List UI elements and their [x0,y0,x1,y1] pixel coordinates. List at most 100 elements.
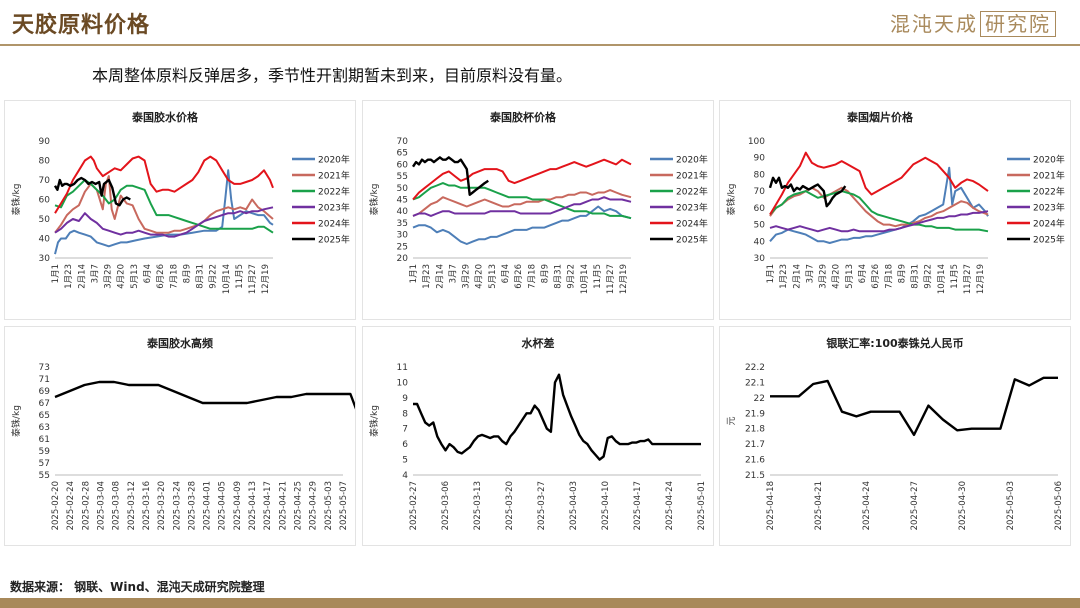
y-axis-label-latex: 泰铢/kg [10,184,22,216]
x-tick-label-cup-7: 6月4 [501,264,511,283]
series-line-sheet-0 [769,166,989,244]
source-note: 数据来源： 钢联、Wind、混沌天成研究院整理 [10,580,265,594]
x-tick-label-latex-5: 4月20 [117,264,127,289]
y-tick-label-spread-1: 5 [402,456,408,466]
x-tick-label-sheet-8: 6月26 [871,264,881,289]
chart-panel-fx: 银联汇率:100泰铢兑人民币元 21.5 21.6 21.7 21.8 21.9 22 22.… [719,326,1071,546]
legend-label-latex-5: 2025年 [318,234,350,246]
x-tick-label-latex_hf-3: 2025-03-04 [96,481,106,530]
x-tick-label-latex-3: 3月7 [90,264,100,283]
x-tick-label-latex_hf-0: 2025-02-20 [51,481,61,530]
x-tick-label-cup-5: 4月20 [475,264,485,289]
chart-title-fx: 银联汇率:100泰铢兑人民币 [826,336,963,350]
x-tick-label-cup-1: 1月23 [422,264,432,289]
x-tick-label-cup-8: 6月26 [514,264,524,289]
legend-label-sheet-4: 2024年 [1033,218,1065,230]
series-line-cup-2 [412,182,632,220]
x-tick-label-cup-10: 8月9 [540,264,550,283]
x-tick-label-sheet-13: 10月14 [937,264,947,294]
chart-title-spread: 水杯差 [522,336,555,350]
brand-boxed-name: 研究院 [980,11,1056,37]
chart-title-latex_hf: 泰国胶水高频 [146,336,213,350]
x-tick-label-latex_hf-5: 2025-03-12 [127,481,137,530]
x-tick-label-sheet-5: 4月20 [832,264,842,289]
y-tick-label-latex_hf-7: 69 [39,387,51,397]
y-tick-label-cup-9: 65 [397,149,408,159]
x-tick-label-latex_hf-19: 2025-05-07 [339,481,349,530]
x-tick-label-cup-0: 1月1 [409,264,419,283]
y-tick-label-latex-0: 30 [39,254,51,264]
x-tick-label-sheet-0: 1月1 [766,264,776,283]
y-tick-label-fx-7: 22.2 [745,363,765,373]
y-tick-label-cup-2: 30 [397,231,409,241]
y-tick-label-spread-0: 4 [402,471,408,481]
x-tick-label-spread-1: 2025-03-06 [441,481,451,530]
x-tick-label-sheet-3: 3月7 [805,264,815,283]
x-tick-label-latex-6: 5月13 [130,264,140,289]
x-tick-label-latex_hf-1: 2025-02-24 [66,481,76,530]
y-tick-label-spread-3: 7 [402,425,408,435]
x-tick-label-fx-1: 2025-04-21 [814,481,824,530]
x-tick-label-latex_hf-2: 2025-02-28 [81,481,91,530]
x-tick-label-sheet-2: 2月14 [792,264,802,289]
x-tick-label-spread-5: 2025-04-03 [569,481,579,530]
y-tick-label-latex-2: 50 [39,215,51,225]
legend-label-sheet-0: 2020年 [1033,154,1065,166]
x-tick-label-latex_hf-7: 2025-03-20 [157,481,167,530]
y-tick-label-sheet-2: 50 [754,221,766,231]
x-tick-label-cup-2: 2月14 [435,264,445,289]
y-axis-label-spread: 泰铢/kg [368,405,380,437]
y-tick-label-latex_hf-9: 73 [39,363,50,373]
x-tick-label-spread-2: 2025-03-13 [473,481,483,530]
y-tick-label-sheet-0: 30 [754,254,766,264]
chart-panel-latex: 泰国胶水价格 泰铢/kg 30 40 50 60 70 80 90 1月1 1月23 2月14 3月7 3… [4,100,356,320]
x-tick-label-sheet-4: 3月29 [819,264,829,289]
x-tick-label-fx-5: 2025-05-03 [1006,481,1016,530]
y-tick-label-sheet-3: 60 [754,204,766,214]
y-tick-label-latex-1: 40 [39,235,51,245]
y-tick-label-cup-6: 50 [397,184,409,194]
x-tick-label-fx-4: 2025-04-30 [958,481,968,530]
x-tick-label-spread-0: 2025-02-27 [409,481,419,530]
x-tick-label-fx-6: 2025-05-06 [1054,481,1064,530]
x-tick-label-fx-0: 2025-04-18 [766,481,776,530]
y-tick-label-latex_hf-3: 61 [39,435,50,445]
legend-label-cup-1: 2021年 [676,170,708,182]
chart-panel-sheet: 泰国烟片价格 泰铢/kg 30 40 50 60 70 80 90 100 1月1 1月23 2月14 3… [719,100,1071,320]
y-tick-label-spread-2: 6 [402,440,408,450]
series-line-fx [770,376,1058,437]
y-tick-label-cup-4: 40 [397,207,409,217]
bottom-bar [0,598,1080,608]
series-line-cup-4 [412,158,632,201]
x-tick-label-latex-2: 2月14 [77,264,87,289]
x-tick-label-latex_hf-13: 2025-04-13 [248,481,258,530]
summary-text: 本周整体原料反弹居多，季节性开割期暂未到来，目前原料没有量。 [92,66,573,85]
top-divider [0,44,1080,46]
x-tick-label-sheet-15: 11月27 [963,264,973,294]
series-line-sheet-5 [768,176,847,208]
y-tick-label-cup-0: 20 [397,254,409,264]
x-tick-label-cup-14: 11月5 [593,264,603,289]
x-tick-label-latex_hf-4: 2025-03-08 [112,481,122,530]
y-tick-label-cup-10: 70 [397,137,409,147]
legend-label-sheet-3: 2023年 [1033,202,1065,214]
y-tick-label-latex-6: 90 [39,137,51,147]
y-tick-label-latex_hf-8: 71 [39,375,50,385]
y-tick-label-spread-5: 9 [402,394,408,404]
y-tick-label-spread-6: 10 [397,378,409,388]
x-tick-label-spread-7: 2025-04-17 [633,481,643,530]
x-tick-label-sheet-14: 11月5 [950,264,960,289]
x-tick-label-cup-15: 11月27 [606,264,616,294]
y-tick-label-latex_hf-1: 57 [39,459,50,469]
x-tick-label-cup-9: 7月18 [527,264,537,289]
x-tick-label-spread-9: 2025-05-01 [697,481,707,530]
y-tick-label-cup-7: 55 [397,172,408,182]
x-tick-label-latex-4: 3月29 [104,264,114,289]
x-tick-label-fx-2: 2025-04-24 [862,481,872,530]
x-tick-label-cup-16: 12月19 [619,264,629,294]
legend-label-latex-2: 2022年 [318,186,350,198]
x-tick-label-latex_hf-8: 2025-03-24 [172,481,182,530]
x-tick-label-latex_hf-12: 2025-04-09 [233,481,243,530]
